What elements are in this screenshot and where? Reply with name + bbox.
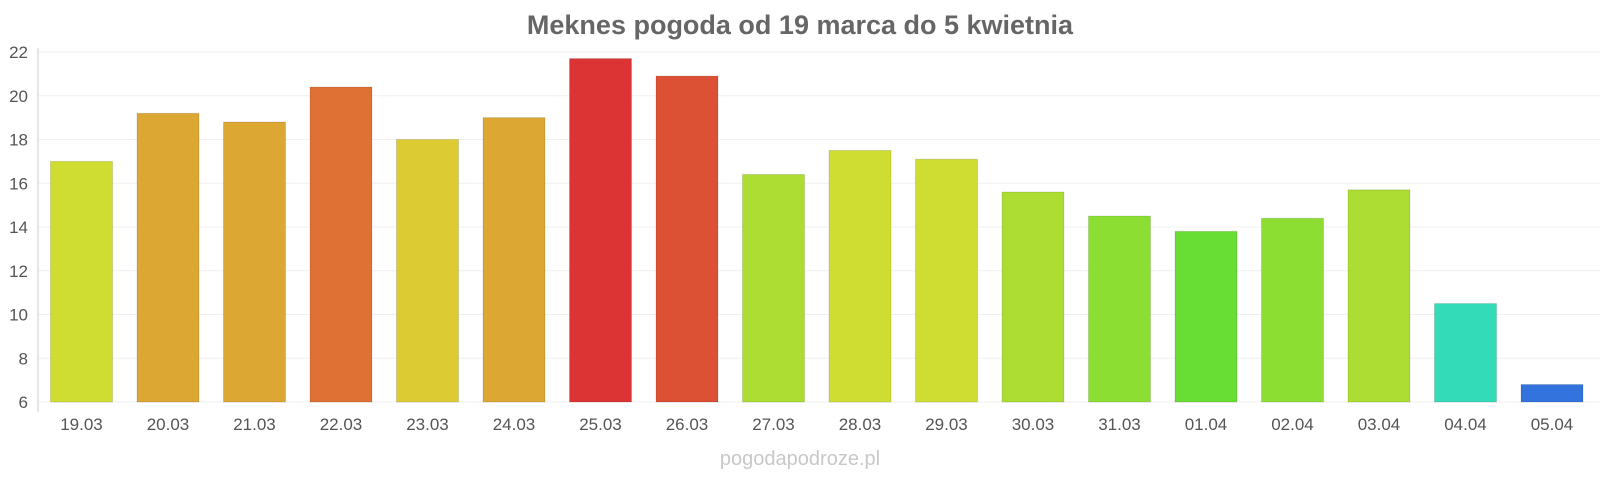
bar-27.03	[742, 174, 805, 403]
y-tick-label: 10	[9, 306, 28, 325]
bar-05.04	[1520, 384, 1584, 403]
x-tick-label: 01.04	[1185, 415, 1228, 434]
x-tick-label: 30.03	[1012, 415, 1055, 434]
y-axis-ticks: 6 8 10 12 14 16 18 20 22	[9, 43, 28, 412]
bar-22.03	[309, 86, 373, 403]
x-tick-label: 21.03	[233, 415, 276, 434]
x-tick-label: 22.03	[320, 415, 363, 434]
watermark: pogodapodroze.pl	[719, 448, 881, 470]
y-tick-label: 16	[9, 174, 28, 193]
bar-02.04	[1261, 217, 1324, 403]
bar-29.03	[915, 158, 978, 403]
x-tick-label: 02.04	[1271, 415, 1314, 434]
x-tick-label: 03.04	[1358, 415, 1401, 434]
bars	[50, 58, 1584, 403]
bar-21.03	[223, 121, 286, 403]
bar-04.04	[1434, 303, 1497, 403]
bar-03.04	[1347, 189, 1411, 403]
y-tick-label: 12	[9, 262, 28, 281]
y-tick-label: 22	[9, 43, 28, 62]
x-tick-label: 24.03	[493, 415, 536, 434]
y-tick-label: 14	[9, 218, 28, 237]
x-tick-label: 25.03	[579, 415, 622, 434]
bar-01.04	[1174, 230, 1238, 403]
y-tick-label: 20	[9, 87, 28, 106]
x-tick-label: 26.03	[666, 415, 709, 434]
bar-20.03	[136, 112, 200, 403]
chart-title: Meknes pogoda od 19 marca do 5 kwietnia	[526, 10, 1074, 40]
bar-23.03	[396, 139, 459, 403]
y-tick-label: 18	[9, 131, 28, 150]
x-tick-label: 05.04	[1531, 415, 1574, 434]
x-tick-label: 20.03	[147, 415, 190, 434]
bar-24.03	[482, 117, 546, 403]
x-tick-label: 23.03	[406, 415, 449, 434]
bar-25.03	[569, 58, 632, 403]
y-tick-label: 6	[19, 393, 28, 412]
bar-19.03	[50, 160, 113, 403]
x-tick-label: 28.03	[839, 415, 882, 434]
y-tick-label: 8	[19, 349, 28, 368]
bar-31.03	[1088, 215, 1151, 403]
x-tick-label: 19.03	[60, 415, 103, 434]
x-tick-label: 27.03	[752, 415, 795, 434]
x-axis-ticks: 19.03 20.03 21.03 22.03 23.03 24.03 25.03 26.03…	[60, 415, 1573, 434]
bar-26.03	[655, 75, 719, 403]
gridlines	[38, 51, 1600, 403]
bar-30.03	[1001, 191, 1065, 403]
x-tick-label: 31.03	[1098, 415, 1141, 434]
bar-28.03	[828, 149, 892, 403]
x-tick-label: 04.04	[1444, 415, 1487, 434]
x-tick-label: 29.03	[925, 415, 968, 434]
